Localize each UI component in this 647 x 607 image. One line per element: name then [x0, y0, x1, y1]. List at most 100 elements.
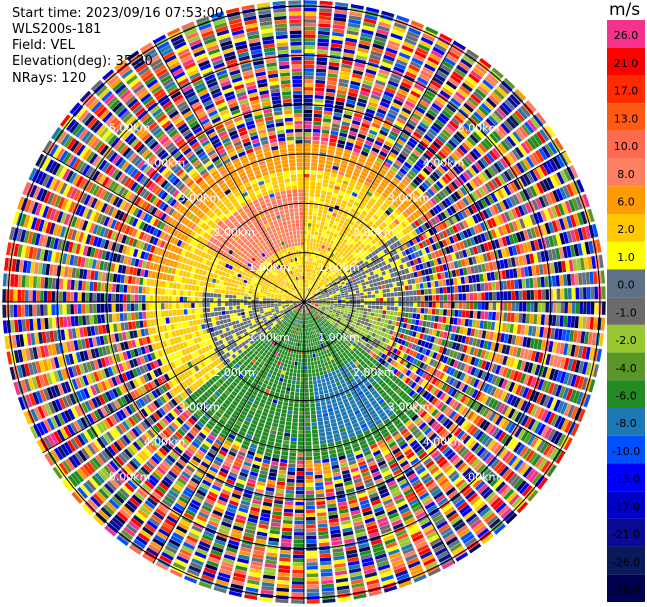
velocity-gate — [506, 135, 517, 147]
velocity-gate — [337, 307, 341, 310]
velocity-gate — [340, 228, 345, 233]
velocity-gate — [425, 275, 431, 282]
velocity-gate — [401, 179, 409, 186]
velocity-gate — [309, 395, 315, 400]
velocity-gate — [281, 451, 289, 456]
velocity-gate — [416, 289, 421, 295]
velocity-gate — [299, 396, 304, 400]
velocity-gate — [304, 211, 308, 216]
velocity-gate — [563, 274, 568, 286]
velocity-gate — [409, 290, 413, 296]
velocity-gate — [321, 405, 327, 410]
velocity-gate — [332, 192, 338, 198]
velocity-gate — [367, 104, 377, 111]
velocity-gate — [355, 262, 361, 267]
velocity-gate — [590, 286, 595, 300]
velocity-gate — [411, 278, 416, 284]
velocity-gate — [415, 161, 424, 169]
velocity-gate — [348, 211, 354, 217]
velocity-gate — [395, 174, 403, 181]
velocity-gate — [333, 112, 343, 117]
velocity-gate — [511, 291, 516, 300]
velocity-gate — [312, 258, 316, 262]
velocity-gate — [282, 527, 293, 532]
velocity-gate — [325, 92, 336, 97]
velocity-gate — [464, 319, 469, 327]
velocity-gate — [304, 117, 312, 121]
velocity-gate — [307, 238, 311, 242]
velocity-gate — [313, 380, 317, 385]
velocity-gate — [352, 264, 358, 269]
velocity-gate — [308, 276, 311, 281]
velocity-gate — [292, 558, 304, 563]
velocity-gate — [439, 63, 452, 73]
velocity-gate — [505, 153, 515, 165]
velocity-gate — [304, 384, 309, 389]
velocity-gate — [424, 89, 436, 99]
velocity-gate — [473, 111, 484, 122]
velocity-gate — [322, 241, 327, 246]
velocity-gate — [394, 159, 403, 167]
velocity-gate — [354, 254, 360, 259]
velocity-gate — [386, 233, 392, 240]
velocity-gate — [314, 106, 323, 111]
velocity-gate — [363, 288, 367, 292]
velocity-gate — [310, 285, 314, 289]
velocity-gate — [390, 73, 402, 81]
velocity-gate — [395, 321, 400, 327]
velocity-gate — [350, 4, 364, 10]
velocity-gate — [319, 155, 326, 161]
velocity-gate — [377, 108, 387, 115]
velocity-gate — [444, 271, 449, 279]
velocity-gate — [278, 470, 287, 475]
velocity-gate — [295, 505, 304, 510]
velocity-gate — [318, 538, 330, 543]
velocity-gate — [404, 312, 409, 318]
velocity-gate — [507, 291, 512, 301]
velocity-gate — [295, 354, 299, 358]
velocity-gate — [480, 157, 489, 168]
velocity-gate — [392, 235, 399, 242]
velocity-gate — [351, 77, 362, 83]
velocity-gate — [379, 17, 393, 25]
velocity-gate — [316, 275, 319, 279]
velocity-gate — [527, 119, 538, 132]
velocity-gate — [323, 206, 329, 211]
velocity-gate — [311, 162, 318, 167]
velocity-gate — [425, 26, 439, 35]
velocity-gate — [369, 97, 380, 104]
velocity-gate — [307, 276, 310, 280]
velocity-gate — [304, 257, 306, 261]
velocity-gate — [411, 319, 416, 325]
velocity-gate — [367, 308, 372, 312]
velocity-gate — [321, 279, 325, 284]
velocity-gate — [272, 507, 283, 512]
velocity-gate — [365, 177, 373, 184]
velocity-gate — [363, 207, 370, 213]
velocity-gate — [539, 129, 550, 142]
velocity-gate — [293, 539, 304, 544]
velocity-gate — [317, 523, 328, 528]
velocity-gate — [436, 302, 440, 308]
velocity-gate — [469, 310, 474, 319]
velocity-gate — [329, 415, 336, 420]
velocity-gate — [318, 276, 322, 281]
velocity-gate — [327, 384, 332, 389]
velocity-gate — [377, 133, 387, 140]
velocity-gate — [480, 283, 485, 291]
velocity-gate — [374, 140, 383, 147]
velocity-gate — [326, 357, 330, 362]
velocity-gate — [360, 279, 365, 283]
velocity-gate — [288, 456, 296, 460]
velocity-gate — [469, 150, 479, 161]
velocity-gate — [323, 473, 332, 478]
velocity-gate — [348, 18, 361, 25]
velocity-gate — [410, 222, 417, 229]
velocity-gate — [380, 181, 387, 189]
velocity-gate — [458, 128, 468, 138]
velocity-gate — [309, 284, 312, 289]
velocity-gate — [408, 155, 417, 164]
velocity-gate — [337, 258, 342, 263]
velocity-gate — [311, 365, 315, 370]
velocity-gate — [287, 467, 296, 472]
